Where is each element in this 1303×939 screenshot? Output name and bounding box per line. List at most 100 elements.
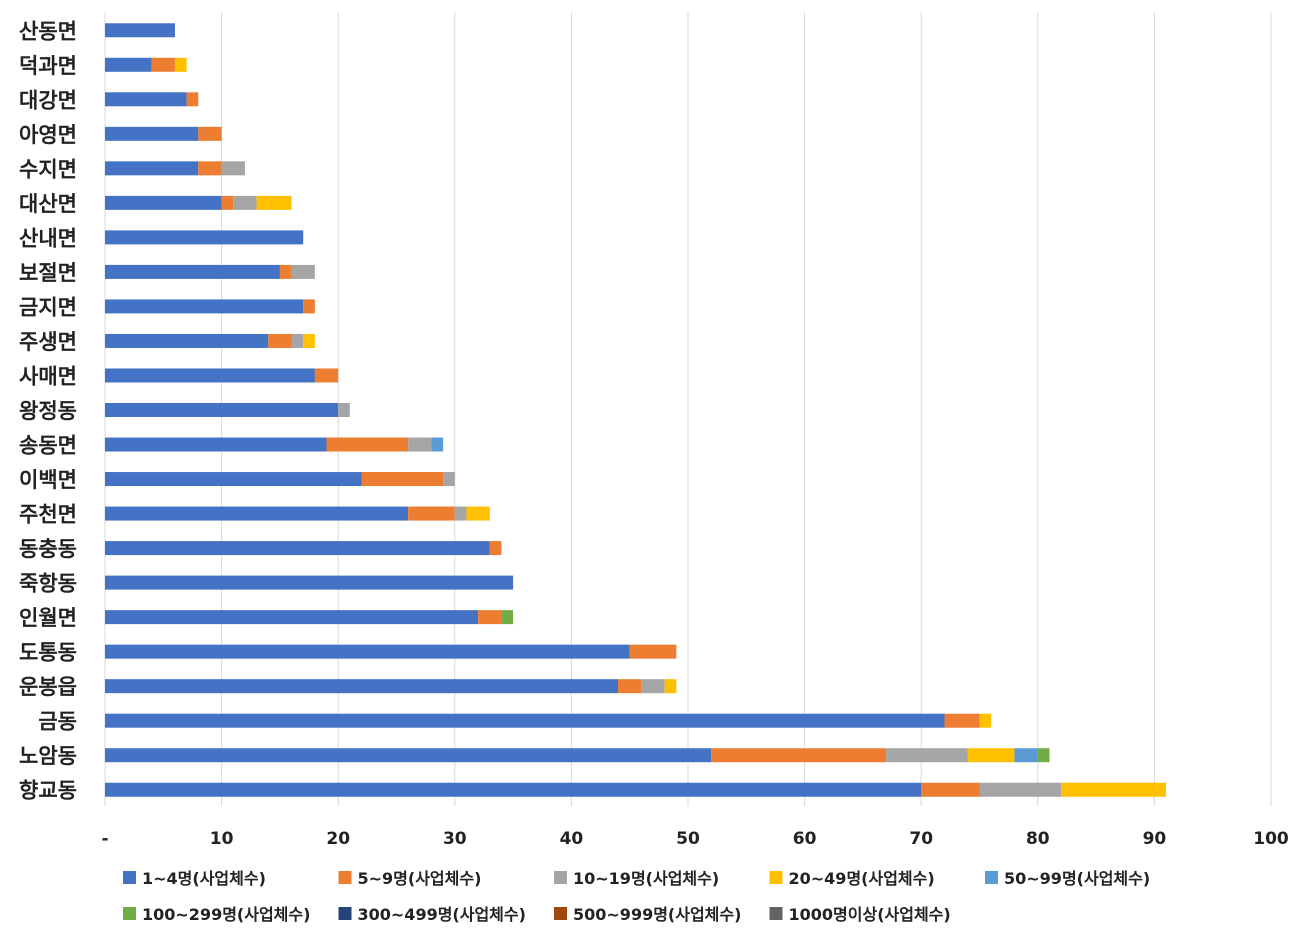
legend-label: 10~19명(사업체수)	[573, 869, 719, 888]
bar-segment	[314, 368, 339, 383]
category-label: 덕과면	[19, 54, 77, 78]
bar-segment	[256, 195, 292, 210]
bar-segment	[431, 437, 444, 452]
category-label: 산내면	[19, 226, 77, 250]
bar-segment	[221, 161, 245, 176]
bar-segment	[174, 57, 187, 72]
bar-segment	[198, 161, 222, 176]
x-tick-label: 90	[1143, 829, 1167, 849]
bar-segment	[466, 506, 490, 521]
bar-segment	[967, 748, 1015, 763]
bar-segment	[408, 437, 432, 452]
bar-segment	[221, 195, 234, 210]
bar-segment	[303, 333, 315, 348]
bar-segment	[105, 126, 199, 141]
bar-segment	[105, 748, 712, 763]
legend-label: 300~499명(사업체수)	[358, 905, 526, 924]
legend-swatch	[554, 871, 567, 884]
bar-segment	[618, 679, 642, 694]
bar-segment	[279, 264, 292, 279]
bar-segment	[338, 403, 350, 417]
category-label: 이백면	[19, 468, 77, 492]
bar-segment	[268, 333, 292, 348]
x-tick-label: 60	[793, 829, 817, 849]
category-label: 죽항동	[19, 572, 77, 596]
category-label: 금지면	[19, 295, 77, 319]
legend-label: 100~299명(사업체수)	[142, 905, 310, 924]
x-tick-label: 100	[1253, 829, 1289, 849]
x-tick-label: 10	[210, 829, 234, 849]
legend-label: 50~99명(사업체수)	[1004, 869, 1150, 888]
bar-segment	[291, 333, 304, 348]
bar-segment	[105, 575, 514, 590]
category-label: 동충동	[19, 537, 77, 561]
bar-segment	[443, 472, 455, 487]
legend-swatch	[769, 907, 783, 920]
bar-segment	[408, 506, 455, 521]
category-label: 사매면	[19, 364, 77, 388]
bar-segment	[501, 610, 514, 625]
bar-segment	[105, 541, 490, 556]
bar-segment	[105, 506, 409, 521]
category-label: 향교동	[19, 779, 77, 803]
bar-segment	[151, 57, 175, 72]
x-tick-label: 50	[676, 829, 700, 849]
bar-segment	[105, 299, 304, 314]
category-label: 노암동	[19, 744, 77, 768]
bar-segment	[105, 23, 175, 38]
bar-segment	[105, 644, 630, 659]
bar-segment	[711, 748, 887, 763]
category-label: 운봉읍	[19, 675, 77, 699]
category-label: 주천면	[19, 503, 77, 527]
bar-segment	[105, 57, 152, 72]
bar-segment	[105, 333, 269, 348]
x-tick-label: 40	[560, 829, 584, 849]
bar-segment	[921, 782, 980, 797]
legend-swatch	[338, 871, 352, 884]
bar-segment	[105, 368, 315, 383]
legend-label: 1000명이상(사업체수)	[789, 905, 951, 924]
legend-swatch	[123, 907, 136, 920]
bar-segment	[664, 679, 677, 694]
bar-segment	[641, 679, 665, 694]
legend-label: 20~49명(사업체수)	[789, 869, 935, 888]
legend-label: 500~999명(사업체수)	[573, 905, 741, 924]
legend-label: 1~4명(사업체수)	[142, 869, 266, 888]
bar-segment	[326, 437, 409, 452]
bar-segment	[1037, 748, 1050, 763]
bar-segment	[186, 92, 199, 107]
bar-segment	[886, 748, 968, 763]
bar-segment	[105, 437, 327, 452]
category-label: 아영면	[19, 123, 77, 147]
legend-label: 5~9명(사업체수)	[358, 869, 482, 888]
category-label: 보절면	[19, 261, 77, 285]
bar-segment	[105, 195, 222, 210]
x-tick-label: 30	[443, 829, 467, 849]
bar-segment	[303, 299, 315, 314]
bar-segment	[105, 230, 304, 245]
bar-segment	[1061, 782, 1167, 797]
bar-segment	[361, 472, 444, 487]
category-label: 주생면	[19, 330, 77, 354]
category-label: 수지면	[19, 157, 77, 181]
category-label: 왕정동	[19, 399, 77, 423]
bar-segment	[105, 92, 187, 107]
bar-segment	[944, 713, 980, 728]
x-tick-label: 20	[326, 829, 350, 849]
bar-segment	[979, 782, 1062, 797]
bar-segment	[105, 679, 619, 694]
category-label: 대산면	[19, 192, 77, 216]
bar-segment	[478, 610, 502, 625]
x-tick-label: -	[101, 829, 108, 849]
legend-swatch	[985, 871, 998, 884]
bar-segment	[105, 161, 199, 176]
bar-segment	[105, 403, 339, 417]
x-tick-label: 70	[909, 829, 933, 849]
bar-segment	[233, 195, 257, 210]
bar-segment	[629, 644, 677, 659]
legend-swatch	[769, 871, 783, 884]
bar-segment	[105, 782, 922, 797]
bar-segment	[454, 506, 467, 521]
